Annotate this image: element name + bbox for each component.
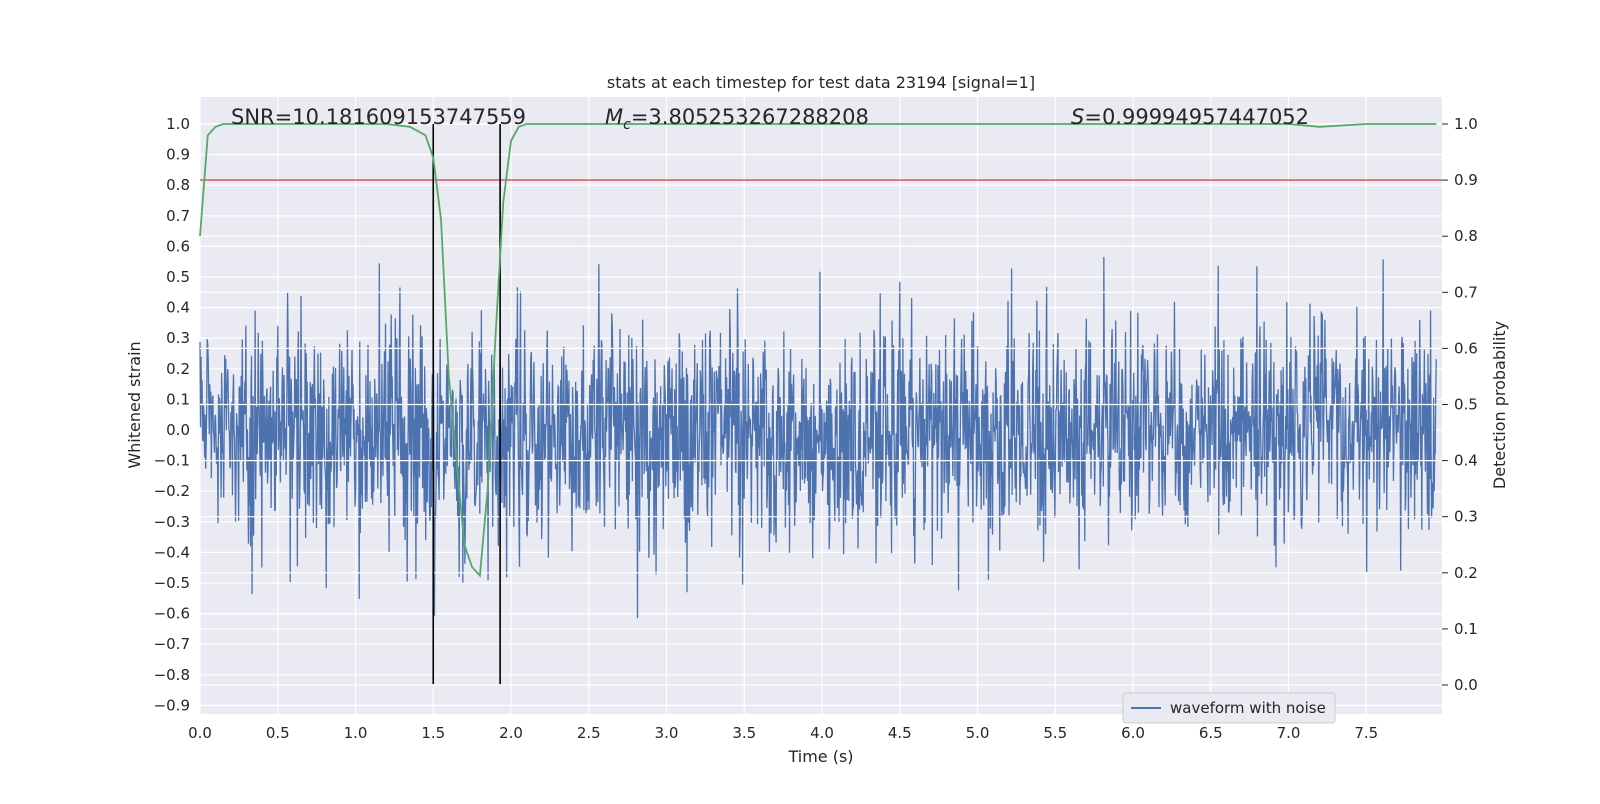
y-tick-label: 0.5 — [166, 268, 190, 286]
y-tick-label: −0.3 — [154, 513, 190, 531]
y-tick-label: −0.9 — [154, 696, 190, 714]
snr-annotation: SNR=10.181609153747559 — [231, 105, 526, 129]
chirp-mass-value: =3.805253267288208 — [631, 105, 869, 129]
y-tick-label: 0.2 — [166, 360, 190, 378]
y2-tick-label: 0.3 — [1454, 508, 1478, 526]
chart-title: stats at each timestep for test data 231… — [607, 73, 1035, 92]
y2-tick-label: 0.8 — [1454, 227, 1478, 245]
y-tick-label: 0.3 — [166, 329, 190, 347]
chirp-mass-subscript: c — [623, 117, 631, 133]
y2-tick-label: 0.2 — [1454, 564, 1478, 582]
y2-tick-label: 0.0 — [1454, 676, 1478, 694]
x-tick-label: 2.5 — [577, 724, 601, 742]
y2-tick-label: 0.9 — [1454, 171, 1478, 189]
y2-tick-label: 1.0 — [1454, 115, 1478, 133]
score-value: =0.99994957447052 — [1084, 105, 1309, 129]
score-symbol: S — [1071, 105, 1084, 129]
chirp-mass-annotation: Mc=3.805253267288208 — [605, 105, 869, 133]
chirp-mass-symbol: M — [605, 105, 623, 129]
legend-label: waveform with noise — [1170, 699, 1326, 717]
y-axis-label: Whitened strain — [125, 341, 144, 468]
y-tick-label: −0.5 — [154, 574, 190, 592]
y-tick-label: 0.1 — [166, 390, 190, 408]
y-tick-label: −0.4 — [154, 543, 190, 561]
y2-tick-label: 0.1 — [1454, 620, 1478, 638]
x-tick-label: 7.5 — [1354, 724, 1378, 742]
detection-probability-line — [199, 123, 1437, 578]
y-tick-label: −0.7 — [154, 635, 190, 653]
y2-tick-label: 0.6 — [1454, 339, 1478, 357]
x-tick-label: 0.5 — [266, 724, 290, 742]
y2-axis-label: Detection probability — [1490, 321, 1509, 489]
x-tick-label: 3.0 — [655, 724, 679, 742]
x-tick-label: 3.5 — [732, 724, 756, 742]
y-tick-label: 1.0 — [166, 115, 190, 133]
y-tick-label: −0.1 — [154, 452, 190, 470]
x-tick-label: 2.0 — [499, 724, 523, 742]
y2-tick-label: 0.5 — [1454, 396, 1478, 414]
x-tick-label: 7.0 — [1277, 724, 1301, 742]
x-tick-label: 6.0 — [1121, 724, 1145, 742]
strain-layer — [199, 256, 1437, 619]
y2-tick-label: 0.7 — [1454, 283, 1478, 301]
x-tick-label: 5.0 — [966, 724, 990, 742]
line-layer — [199, 123, 1442, 684]
x-axis-label: Time (s) — [787, 747, 853, 766]
x-tick-label: 6.5 — [1199, 724, 1223, 742]
y-tick-label: 0.8 — [166, 176, 190, 194]
legend: waveform with noise — [1122, 692, 1336, 724]
y-tick-label: −0.8 — [154, 666, 190, 684]
y-tick-label: 0.4 — [166, 299, 190, 317]
tick-layer: 0.0 0.5 1.0 1.5 2.0 2.5 3.0 3.5 4.0 4.5 5.0 5.5 6.0 6… — [154, 115, 1478, 742]
y-tick-label: 0.9 — [166, 146, 190, 164]
x-tick-label: 1.5 — [421, 724, 445, 742]
score-annotation: S=0.99994957447052 — [1071, 105, 1309, 129]
x-tick-label: 1.0 — [344, 724, 368, 742]
x-tick-label: 4.5 — [888, 724, 912, 742]
y-tick-label: −0.6 — [154, 605, 190, 623]
strain-waveform-line — [199, 256, 1437, 619]
y-tick-label: 0.7 — [166, 207, 190, 225]
x-tick-label: 4.0 — [810, 724, 834, 742]
y-tick-label: 0.0 — [166, 421, 190, 439]
x-tick-label: 0.0 — [188, 724, 212, 742]
y-tick-label: −0.2 — [154, 482, 190, 500]
y-tick-label: 0.6 — [166, 237, 190, 255]
x-tick-label: 5.5 — [1043, 724, 1067, 742]
y2-tick-label: 0.4 — [1454, 452, 1478, 470]
legend-box — [1122, 692, 1336, 724]
